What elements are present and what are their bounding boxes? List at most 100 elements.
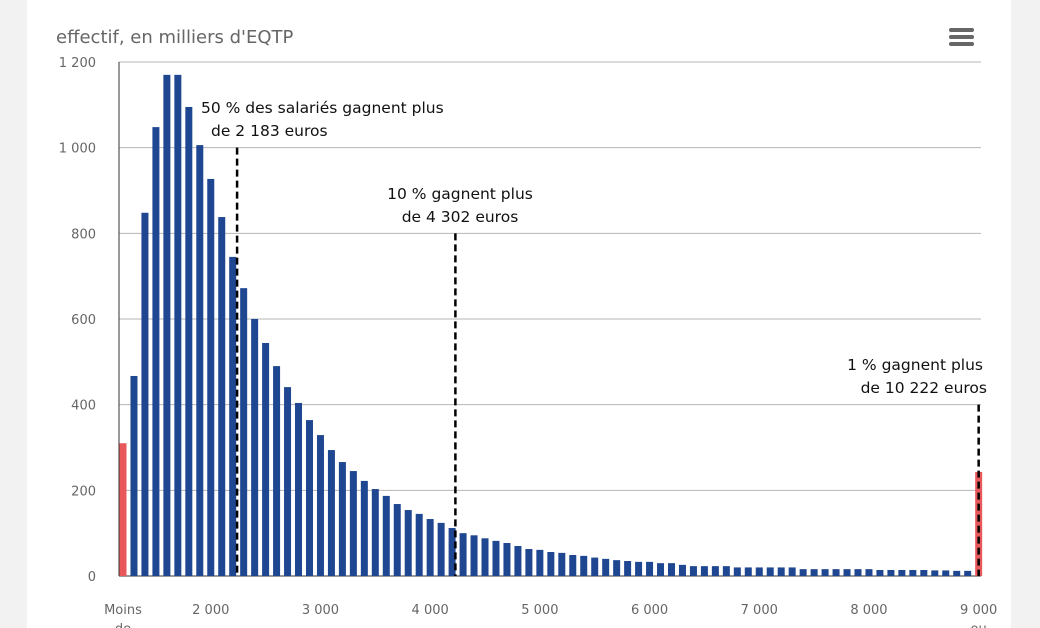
annotation-text: 50 % des salariés gagnent plus [201,99,444,117]
edge-bar [975,471,983,576]
bar [262,342,270,576]
bar [942,570,950,576]
x-tick-label: 7 000 [741,603,778,618]
bar [295,402,303,576]
x-tick-label: de [115,622,131,628]
bar [130,375,138,576]
bar [876,570,884,576]
bar [316,435,324,576]
y-tick-label: 1 200 [59,56,96,71]
bar [646,561,654,576]
bar [898,570,906,576]
bar [821,569,829,576]
bar [832,569,840,576]
bar [415,513,423,576]
bar [887,570,895,576]
x-tick-label: 8 000 [850,603,887,618]
x-tick-label: Moins [104,603,142,618]
bar [470,535,478,576]
bar [733,567,741,576]
bar [525,549,533,576]
bar [547,552,555,576]
bar [459,533,467,576]
bar [678,564,686,576]
bar [755,567,763,576]
bar [613,560,621,576]
bar [503,543,511,576]
annotation-text: de 10 222 euros [861,379,987,397]
bar [284,387,292,576]
bar [437,522,445,576]
bar [404,510,412,576]
bar [163,74,171,576]
bar [569,555,577,576]
bar [799,569,807,576]
bar [393,504,401,576]
bar [766,567,774,576]
bar [481,538,489,576]
bar [744,567,752,576]
bar [327,450,335,576]
y-tick-label: 800 [71,227,96,242]
bar [558,552,566,576]
bar [152,127,160,577]
y-tick-label: 1 000 [59,142,96,157]
bar [602,558,610,576]
bar [865,569,873,576]
annotation-text: de 4 302 euros [402,208,519,226]
bar [722,566,730,576]
y-tick-label: 400 [71,399,96,414]
bar [338,462,346,576]
hamburger-menu-icon[interactable] [946,22,982,54]
x-tick-label: 9 000 [960,603,997,618]
bar [854,569,862,576]
bar [711,566,719,576]
bar [229,256,237,576]
bar [591,557,599,576]
annotation-text: 1 % gagnent plus [847,356,983,374]
x-tick-label: 3 000 [302,603,339,618]
bar [141,212,149,577]
bar [349,471,357,576]
x-tick-label: 2 000 [192,603,229,618]
bar [448,528,456,576]
bar [273,366,281,576]
bar [536,549,544,576]
y-tick-label: 200 [71,484,96,499]
edge-bar [119,443,127,576]
bar [580,555,588,576]
bar [909,570,917,576]
bar [174,74,182,576]
bar [843,569,851,576]
x-tick-label: 4 000 [412,603,449,618]
annotation-text: de 2 183 euros [211,122,328,140]
bar [810,569,818,576]
y-axis-title: effectif, en milliers d'EQTP [56,27,294,48]
bar [207,178,215,576]
bar [371,489,379,576]
x-tick-label: 6 000 [631,603,668,618]
bar [514,546,522,576]
bar [964,570,972,576]
bar [360,480,368,576]
bar [196,145,204,576]
bar [657,563,665,576]
x-tick-label: 5 000 [521,603,558,618]
bar [931,570,939,576]
bar [624,561,632,576]
annotation-text: 10 % gagnent plus [387,185,533,203]
bar [240,288,248,576]
y-tick-label: 0 [88,570,96,585]
bar [920,570,928,576]
bar [788,567,796,576]
bar [251,319,259,576]
bar [700,566,708,576]
y-tick-label: 600 [71,313,96,328]
bar [635,561,643,576]
bar [426,519,434,576]
bar [689,566,697,576]
bar [953,570,961,576]
bar [185,106,193,576]
bar [492,540,500,576]
